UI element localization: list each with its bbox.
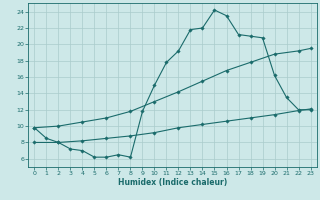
X-axis label: Humidex (Indice chaleur): Humidex (Indice chaleur)	[118, 178, 227, 187]
